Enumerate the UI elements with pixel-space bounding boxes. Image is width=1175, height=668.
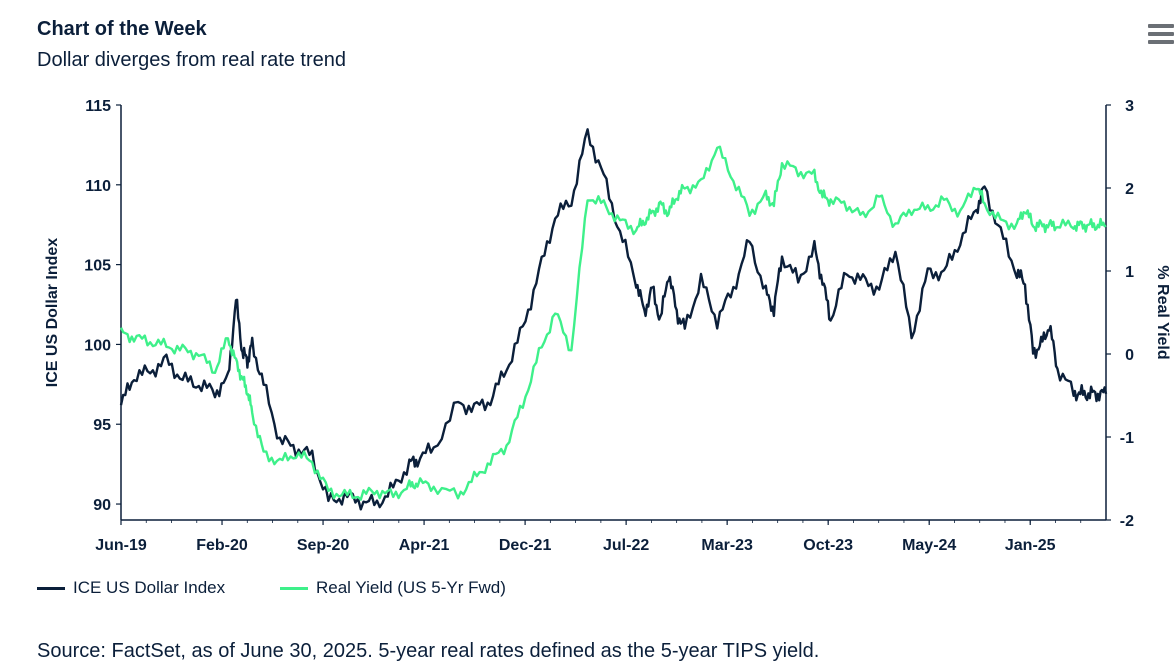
series-line-yield: [119, 145, 1107, 501]
right-tick-label: 0: [1125, 347, 1134, 364]
left-tick-label: 105: [84, 258, 111, 275]
right-tick-label: -2: [1120, 513, 1134, 530]
legend-label-dollar: ICE US Dollar Index: [73, 578, 226, 597]
x-tick-label: Sep-20: [297, 537, 350, 554]
left-axis-title: ICE US Dollar Index: [44, 238, 61, 387]
x-tick-label: Jul-22: [603, 537, 649, 554]
legend-item-yield: Real Yield (US 5-Yr Fwd): [280, 578, 506, 598]
x-tick-label: Feb-20: [196, 537, 248, 554]
left-tick-label: 115: [85, 98, 111, 115]
left-tick-label: 100: [84, 337, 111, 354]
left-tick-label: 95: [93, 417, 111, 434]
x-tick-label: Apr-21: [399, 537, 450, 554]
x-tick-label: Oct-23: [803, 537, 853, 554]
legend-swatch-yield: [280, 586, 308, 590]
series-line-dollar: [119, 128, 1108, 511]
legend-swatch-dollar: [37, 586, 65, 590]
right-tick-label: 1: [1125, 264, 1134, 281]
chart-subtitle: Dollar diverges from real rate trend: [37, 49, 347, 71]
legend-label-yield: Real Yield (US 5-Yr Fwd): [316, 578, 506, 597]
source-note: Source: FactSet, as of June 30, 2025. 5-…: [37, 640, 820, 662]
right-axis-title: % Real Yield: [1154, 265, 1171, 359]
x-tick-label: Dec-21: [499, 537, 552, 554]
right-tick-label: 2: [1125, 181, 1134, 198]
x-tick-label: Mar-23: [701, 537, 753, 554]
legend-item-dollar: ICE US Dollar Index: [37, 578, 225, 598]
right-tick-label: -1: [1120, 430, 1134, 447]
right-tick-label: 3: [1125, 98, 1134, 115]
left-tick-label: 110: [85, 178, 111, 195]
x-tick-label: Jan-25: [1005, 537, 1056, 554]
hamburger-menu-icon[interactable]: [1148, 24, 1174, 46]
chart-title: Chart of the Week: [37, 18, 207, 40]
left-tick-label: 90: [93, 497, 111, 514]
x-tick-label: May-24: [902, 537, 956, 554]
x-tick-label: Jun-19: [95, 537, 147, 554]
